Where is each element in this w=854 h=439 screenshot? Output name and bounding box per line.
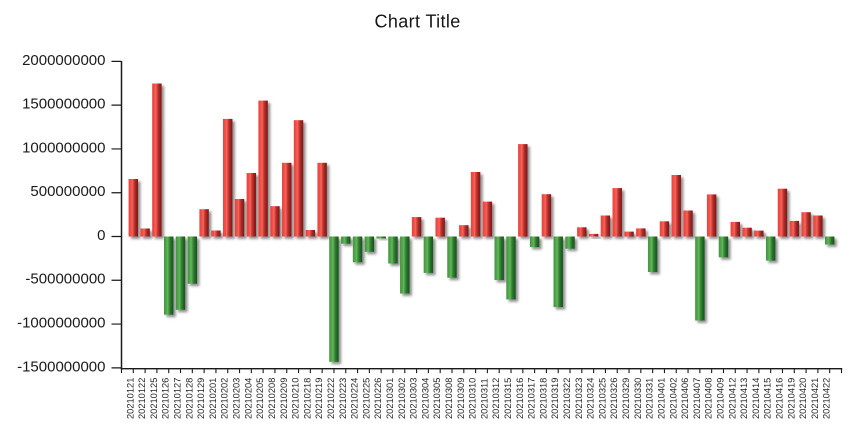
svg-text:20210219: 20210219 bbox=[314, 378, 324, 419]
svg-text:20210329: 20210329 bbox=[621, 378, 631, 419]
svg-text:20210302: 20210302 bbox=[397, 378, 407, 419]
svg-text:20210129: 20210129 bbox=[196, 378, 206, 419]
svg-text:20210407: 20210407 bbox=[692, 378, 702, 419]
svg-text:20210319: 20210319 bbox=[550, 378, 560, 419]
svg-text:20210204: 20210204 bbox=[243, 378, 253, 419]
svg-text:20210331: 20210331 bbox=[645, 378, 655, 419]
svg-text:20210128: 20210128 bbox=[184, 378, 194, 419]
svg-text:20210225: 20210225 bbox=[361, 378, 371, 419]
svg-text:20210406: 20210406 bbox=[680, 378, 690, 419]
svg-text:20210305: 20210305 bbox=[432, 378, 442, 419]
svg-text:20210122: 20210122 bbox=[137, 378, 147, 419]
svg-text:1500000000: 1500000000 bbox=[22, 96, 105, 113]
svg-text:20210209: 20210209 bbox=[279, 378, 289, 419]
svg-text:20210325: 20210325 bbox=[597, 378, 607, 419]
svg-text:20210308: 20210308 bbox=[444, 378, 454, 419]
svg-text:20210127: 20210127 bbox=[173, 378, 183, 419]
svg-text:20210126: 20210126 bbox=[161, 378, 171, 419]
svg-text:20210419: 20210419 bbox=[786, 378, 796, 419]
svg-text:20210412: 20210412 bbox=[727, 378, 737, 419]
svg-text:-1000000000: -1000000000 bbox=[17, 314, 105, 331]
svg-text:20210402: 20210402 bbox=[668, 378, 678, 419]
svg-text:-1500000000: -1500000000 bbox=[17, 358, 105, 375]
svg-text:20210420: 20210420 bbox=[798, 378, 808, 419]
svg-text:20210413: 20210413 bbox=[739, 378, 749, 419]
svg-text:20210422: 20210422 bbox=[822, 378, 832, 419]
svg-text:20210414: 20210414 bbox=[751, 378, 761, 419]
svg-text:20210226: 20210226 bbox=[373, 378, 383, 419]
svg-text:20210317: 20210317 bbox=[527, 378, 537, 419]
svg-text:20210315: 20210315 bbox=[503, 378, 513, 419]
svg-text:20210203: 20210203 bbox=[232, 378, 242, 419]
svg-text:20210202: 20210202 bbox=[220, 378, 230, 419]
svg-text:20210205: 20210205 bbox=[255, 378, 265, 419]
svg-text:20210416: 20210416 bbox=[774, 378, 784, 419]
svg-text:20210323: 20210323 bbox=[574, 378, 584, 419]
svg-text:20210330: 20210330 bbox=[633, 378, 643, 419]
svg-text:20210210: 20210210 bbox=[291, 378, 301, 419]
svg-text:20210304: 20210304 bbox=[420, 378, 430, 419]
svg-text:20210324: 20210324 bbox=[586, 378, 596, 419]
svg-text:-500000000: -500000000 bbox=[25, 271, 105, 288]
svg-text:Chart Title: Chart Title bbox=[374, 12, 460, 32]
svg-text:20210415: 20210415 bbox=[763, 378, 773, 419]
svg-text:20210301: 20210301 bbox=[385, 378, 395, 419]
svg-text:20210310: 20210310 bbox=[468, 378, 478, 419]
svg-text:20210421: 20210421 bbox=[810, 378, 820, 419]
svg-text:20210408: 20210408 bbox=[704, 378, 714, 419]
svg-text:20210409: 20210409 bbox=[715, 378, 725, 419]
svg-text:20210326: 20210326 bbox=[609, 378, 619, 419]
svg-text:20210222: 20210222 bbox=[326, 378, 336, 419]
svg-text:20210316: 20210316 bbox=[515, 378, 525, 419]
svg-text:20210401: 20210401 bbox=[656, 378, 666, 419]
svg-text:500000000: 500000000 bbox=[30, 183, 105, 200]
svg-text:20210303: 20210303 bbox=[409, 378, 419, 419]
svg-text:20210312: 20210312 bbox=[491, 378, 501, 419]
svg-text:20210223: 20210223 bbox=[338, 378, 348, 419]
svg-text:20210125: 20210125 bbox=[149, 378, 159, 419]
svg-text:20210311: 20210311 bbox=[479, 378, 489, 419]
svg-text:20210121: 20210121 bbox=[125, 378, 135, 419]
svg-text:20210318: 20210318 bbox=[538, 378, 548, 419]
svg-text:20210309: 20210309 bbox=[456, 378, 466, 419]
svg-text:1000000000: 1000000000 bbox=[22, 139, 105, 156]
svg-text:0: 0 bbox=[97, 227, 105, 244]
svg-text:20210224: 20210224 bbox=[350, 378, 360, 419]
svg-text:2000000000: 2000000000 bbox=[22, 52, 105, 69]
svg-text:20210218: 20210218 bbox=[302, 378, 312, 419]
svg-text:20210322: 20210322 bbox=[562, 378, 572, 419]
svg-text:20210208: 20210208 bbox=[267, 378, 277, 419]
svg-text:20210201: 20210201 bbox=[208, 378, 218, 419]
